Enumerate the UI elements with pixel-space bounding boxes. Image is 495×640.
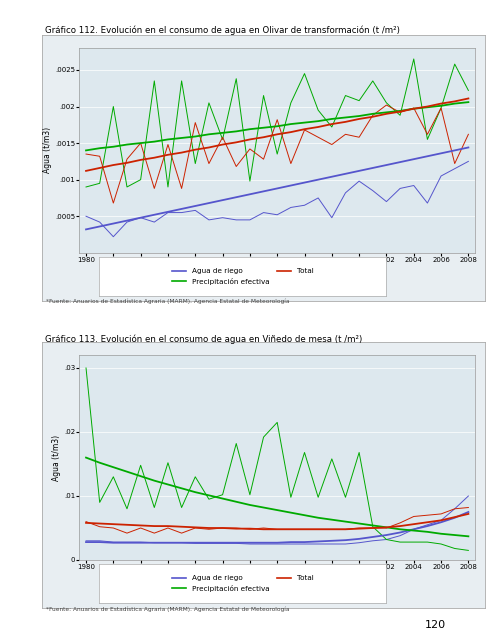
Text: 120: 120 bbox=[425, 620, 446, 630]
Legend: Agua de riego, Precipitación efectiva, Total: Agua de riego, Precipitación efectiva, T… bbox=[169, 572, 316, 595]
X-axis label: Campaña: Campaña bbox=[257, 573, 297, 582]
Y-axis label: Agua (t/m3): Agua (t/m3) bbox=[43, 127, 52, 173]
X-axis label: Campaña: Campaña bbox=[257, 266, 297, 275]
Text: Gráfico 112. Evolución en el consumo de agua en Olivar de transformación (t /m²): Gráfico 112. Evolución en el consumo de … bbox=[45, 26, 399, 35]
Text: Gráfico 113. Evolución en el consumo de agua en Viñedo de mesa (t /m²): Gráfico 113. Evolución en el consumo de … bbox=[45, 334, 362, 344]
Text: *Fuente: Anuarios de Estadística Agraria (MARM). Agencia Estatal de Meteorología: *Fuente: Anuarios de Estadística Agraria… bbox=[46, 607, 289, 612]
Legend: Agua de riego, Precipitación efectiva, Total: Agua de riego, Precipitación efectiva, T… bbox=[169, 265, 316, 288]
Text: *Fuente: Anuarios de Estadística Agraria (MARM). Agencia Estatal de Meteorología: *Fuente: Anuarios de Estadística Agraria… bbox=[46, 298, 289, 304]
Y-axis label: Agua (t/m3): Agua (t/m3) bbox=[52, 435, 61, 481]
